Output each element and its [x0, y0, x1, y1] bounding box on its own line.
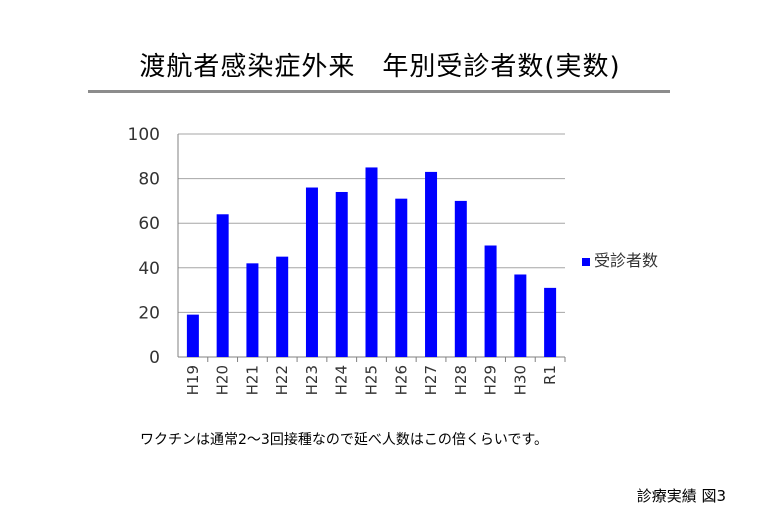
figure-caption: 診療実績 図3 [636, 487, 726, 505]
bar [425, 171, 438, 357]
x-tick-label: H25 [363, 365, 381, 395]
x-tick-label: R1 [541, 365, 559, 385]
bar [514, 274, 527, 357]
x-tick-label: H21 [243, 365, 261, 395]
bar [186, 314, 199, 357]
x-tick-label: H22 [273, 365, 291, 395]
y-tick-label: 80 [138, 170, 160, 190]
x-tick-label: H28 [452, 365, 470, 395]
y-tick-label: 100 [128, 125, 160, 145]
bar [305, 187, 318, 357]
x-tick-label: H30 [511, 365, 529, 395]
x-tick-label: H20 [214, 365, 232, 395]
bar [395, 198, 408, 357]
bar [246, 263, 259, 357]
y-tick-label: 40 [138, 259, 160, 279]
x-tick-label: H23 [303, 365, 321, 395]
footnote: ワクチンは通常2～3回接種なので延べ人数はこの倍くらいです。 [140, 432, 548, 448]
x-tick-label: H24 [333, 365, 351, 395]
x-tick-label: H29 [482, 365, 500, 395]
bar [276, 256, 289, 357]
x-tick-label: H19 [184, 365, 202, 395]
y-tick-label: 60 [138, 214, 160, 234]
bar [365, 167, 378, 357]
y-tick-label: 0 [149, 348, 160, 368]
x-tick-label: H26 [392, 365, 410, 395]
bar [335, 191, 348, 357]
title-underline [88, 90, 670, 93]
chart-title: 渡航者感染症外来 年別受診者数(実数) [139, 52, 621, 82]
bar [454, 200, 467, 357]
bar-chart: 0 20 40 60 80 100 H19 H20 H21 H22 H23 H24 H25 H26 H27… [128, 125, 658, 395]
legend-swatch [582, 258, 590, 266]
legend-label: 受診者数 [594, 251, 658, 270]
bar [216, 214, 229, 357]
x-tick-label: H27 [422, 365, 440, 395]
y-tick-label: 20 [138, 303, 160, 323]
bar [544, 287, 557, 357]
bar [484, 245, 497, 357]
